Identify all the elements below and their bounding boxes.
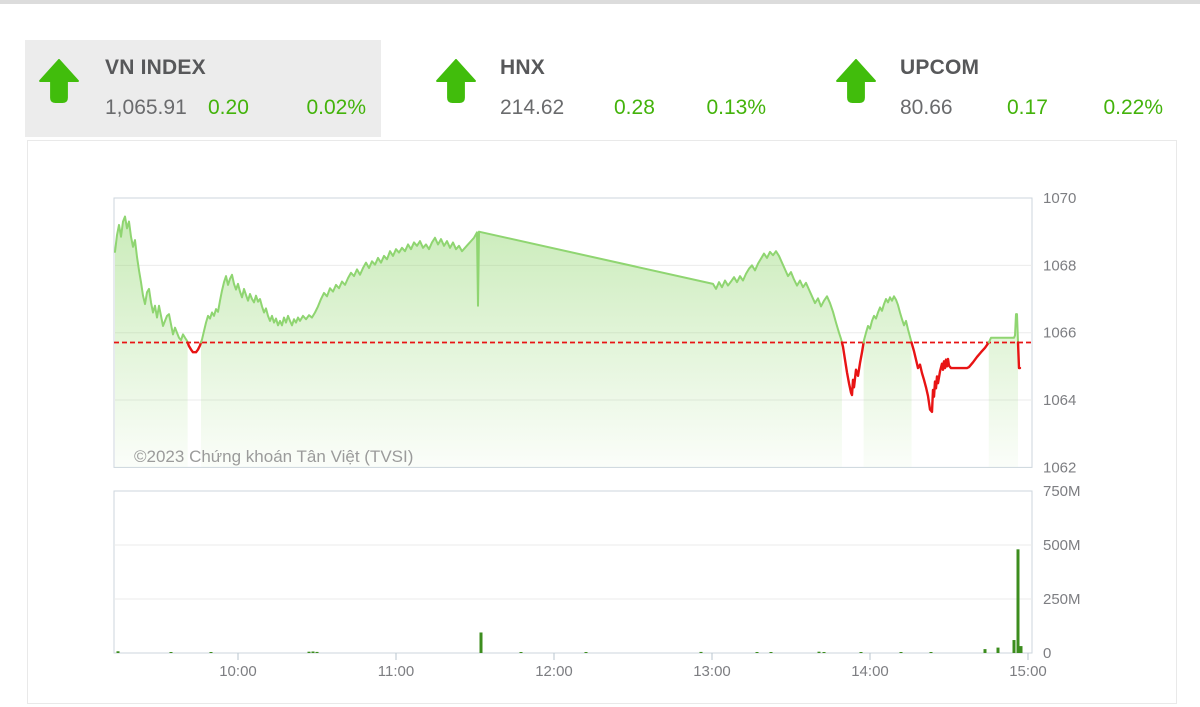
index-value: 1,065.91 xyxy=(105,96,187,119)
price-area-fill xyxy=(115,216,188,467)
index-change: 0.28 xyxy=(614,96,655,119)
x-tick-label: 14:00 xyxy=(851,663,889,680)
index-name: UPCOM xyxy=(900,56,980,79)
up-arrow-icon xyxy=(436,59,476,103)
volume-bar xyxy=(983,649,987,653)
price-ytick-label: 1062 xyxy=(1043,459,1076,476)
volume-bar xyxy=(755,652,759,653)
x-tick-label: 12:00 xyxy=(535,663,573,680)
price-line-down xyxy=(186,341,203,354)
price-area-fill xyxy=(988,314,1019,467)
price-ytick-label: 1064 xyxy=(1043,392,1076,409)
index-card-hnx[interactable]: HNX 214.62 0.28 0.13% xyxy=(381,40,781,137)
volume-bar xyxy=(1016,549,1020,653)
top-strip xyxy=(0,0,1200,4)
price-line-down xyxy=(840,341,865,397)
volume-ytick-label: 0 xyxy=(1043,645,1051,662)
price-area-fill xyxy=(201,231,842,467)
index-name: HNX xyxy=(500,56,545,79)
volume-bar xyxy=(769,652,773,653)
index-card-vnindex[interactable]: VN INDEX 1,065.91 0.20 0.02% xyxy=(25,40,381,137)
volume-bar xyxy=(996,647,1000,653)
index-change: 0.17 xyxy=(1007,96,1048,119)
index-change: 0.20 xyxy=(208,96,249,119)
x-tick-label: 11:00 xyxy=(378,663,414,680)
x-tick-label: 15:00 xyxy=(1009,663,1047,680)
index-value: 214.62 xyxy=(500,96,565,119)
price-ytick-label: 1068 xyxy=(1043,257,1076,274)
volume-bar xyxy=(169,652,173,653)
volume-bar xyxy=(859,652,863,653)
volume-bar xyxy=(929,652,933,653)
price-volume-chart[interactable]: 1070 1068 1066 1064 1062 750M 500M 250M 0 10:00 11… xyxy=(28,141,1176,703)
volume-bar xyxy=(519,652,523,653)
volume-bar xyxy=(817,651,821,653)
price-line-down xyxy=(910,341,990,414)
volume-bar xyxy=(307,651,311,653)
index-value: 80.66 xyxy=(900,96,953,119)
volume-bar xyxy=(209,652,213,653)
up-arrow-icon xyxy=(39,59,79,103)
index-change-percent: 0.13% xyxy=(706,96,766,119)
volume-bar xyxy=(116,651,120,653)
price-line-up xyxy=(114,215,189,344)
x-tick-label: 10:00 xyxy=(219,663,257,680)
index-change-percent: 0.22% xyxy=(1103,96,1163,119)
x-tick-label: 13:00 xyxy=(693,663,731,680)
volume-bar xyxy=(822,652,826,653)
volume-bar xyxy=(311,651,315,653)
price-line-up xyxy=(200,230,843,344)
price-line-up xyxy=(862,295,913,344)
index-change-percent: 0.02% xyxy=(306,96,366,119)
chart-panel: 1070 1068 1066 1064 1062 750M 500M 250M 0 10:00 11… xyxy=(27,140,1177,704)
volume-bar xyxy=(899,652,903,653)
volume-ytick-label: 250M xyxy=(1043,591,1081,608)
volume-bar xyxy=(699,651,703,653)
volume-bar xyxy=(479,632,483,653)
up-arrow-icon xyxy=(836,59,876,103)
index-card-upcom[interactable]: UPCOM 80.66 0.17 0.22% xyxy=(781,40,1175,137)
volume-plot-border xyxy=(113,490,1033,654)
volume-bar xyxy=(1019,646,1023,653)
price-area-fill xyxy=(863,296,912,467)
price-ytick-label: 1070 xyxy=(1043,190,1076,207)
price-line-down xyxy=(1016,341,1022,370)
volume-bar xyxy=(1012,640,1016,653)
volume-bar xyxy=(584,652,588,653)
price-ytick-label: 1066 xyxy=(1043,325,1076,342)
volume-bar xyxy=(315,651,319,653)
volume-ytick-label: 500M xyxy=(1043,537,1081,554)
price-line-up xyxy=(987,313,1020,344)
index-name: VN INDEX xyxy=(105,56,206,79)
volume-ytick-label: 750M xyxy=(1043,483,1081,500)
copyright-watermark: ©2023 Chứng khoán Tân Việt (TVSI) xyxy=(134,447,413,466)
